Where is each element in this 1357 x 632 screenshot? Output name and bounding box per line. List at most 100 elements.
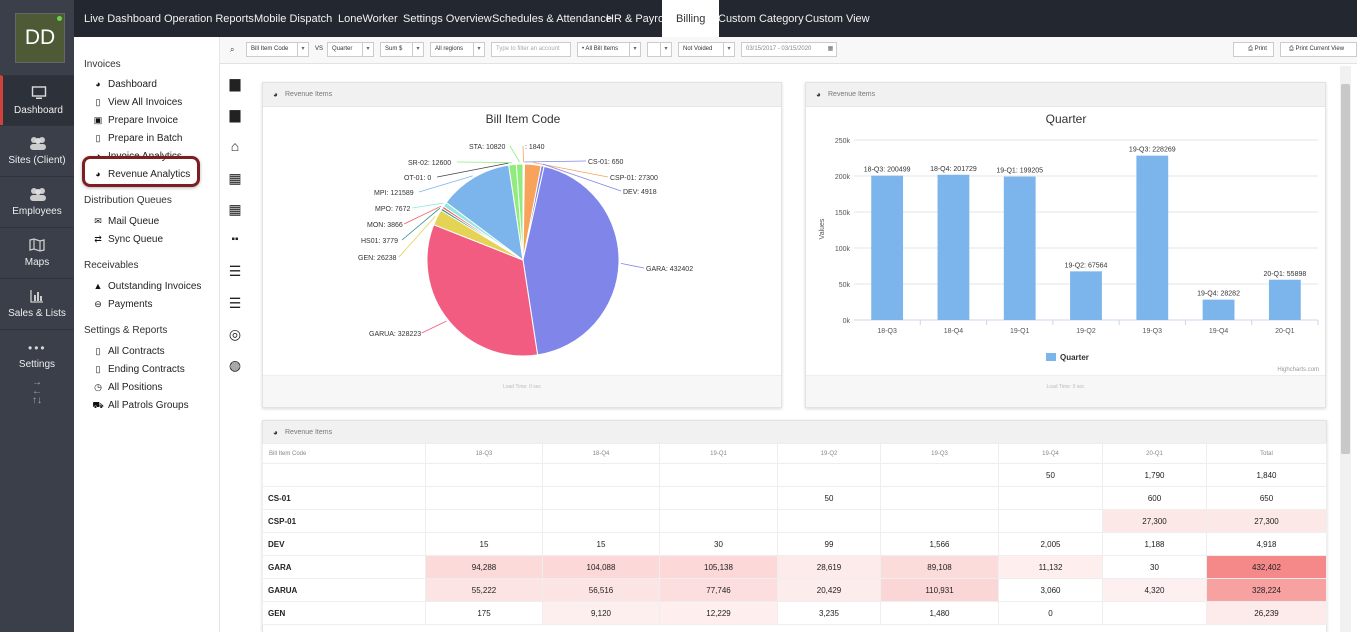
archive-icon[interactable]: ▆ bbox=[229, 75, 241, 91]
tab-schedules-attendance[interactable]: Schedules & Attendance bbox=[492, 13, 612, 25]
value-cell bbox=[998, 486, 1103, 510]
menu-item-prepare-batch[interactable]: ▯ Prepare in Batch bbox=[92, 133, 183, 144]
bar[interactable] bbox=[937, 174, 970, 320]
x-tick-label: 19-Q3 bbox=[1143, 328, 1163, 335]
y-tick-label: 50k bbox=[839, 282, 851, 289]
menu-item-outstanding-invoices[interactable]: ▲ Outstanding Invoices bbox=[92, 281, 202, 292]
menu-item-sync-queue[interactable]: ⇄ Sync Queue bbox=[92, 234, 163, 245]
y-tick-label: 100k bbox=[835, 246, 851, 253]
tab-mobile-dispatch[interactable]: Mobile Dispatch bbox=[254, 13, 333, 25]
menu-item-all-positions[interactable]: ◷ All Positions bbox=[92, 382, 162, 393]
list-icon[interactable]: ☰ bbox=[228, 263, 242, 279]
calendar-icon[interactable]: ▦ bbox=[228, 201, 242, 217]
tab-loneworker[interactable]: LoneWorker bbox=[338, 13, 398, 25]
regions-select[interactable]: All regions ▾ bbox=[430, 42, 485, 57]
rail-label: Settings bbox=[18, 359, 56, 370]
column-header[interactable]: 20-Q1 bbox=[1102, 443, 1207, 464]
rail-item-settings[interactable]: ••• Settings bbox=[0, 329, 74, 379]
panel-title: Revenue Items bbox=[828, 91, 876, 98]
chart-legend[interactable]: Quarter bbox=[1046, 353, 1089, 362]
bar[interactable] bbox=[1003, 176, 1036, 320]
pie-slice[interactable] bbox=[445, 164, 524, 262]
bar[interactable] bbox=[1268, 279, 1301, 320]
archive-icon[interactable]: ▆ bbox=[229, 106, 241, 122]
print-button[interactable]: ⎙ Print bbox=[1233, 42, 1274, 57]
menu-item-mail-queue[interactable]: ✉ Mail Queue bbox=[92, 216, 159, 227]
print-current-view-button[interactable]: ⎙ Print Current View bbox=[1280, 42, 1357, 57]
highcharts-credit[interactable]: Highcharts.com bbox=[1277, 367, 1319, 373]
rail-item-dashboard[interactable]: Dashboard bbox=[0, 75, 74, 125]
pie-slice[interactable] bbox=[522, 165, 620, 356]
column-header[interactable]: 19-Q1 bbox=[659, 443, 778, 464]
bar[interactable] bbox=[1136, 155, 1169, 320]
pie-slice[interactable] bbox=[515, 163, 524, 261]
panel-header: ◕ Revenue Items bbox=[806, 83, 1325, 107]
menu-label: Mail Queue bbox=[108, 216, 160, 227]
tab-custom-view[interactable]: Custom View bbox=[805, 13, 870, 25]
payment-icon: ⊖ bbox=[94, 299, 102, 309]
select-value: Not Voided bbox=[683, 46, 713, 52]
calendar-icon[interactable]: ▦ bbox=[228, 170, 242, 186]
menu-item-revenue-analytics[interactable]: ◕ Revenue Analytics bbox=[92, 169, 190, 180]
column-header[interactable]: Total bbox=[1206, 443, 1327, 464]
compare-by-select[interactable]: Quarter ▾ bbox=[327, 42, 374, 57]
pie-data-label: STA: 10820 bbox=[469, 144, 506, 151]
menu-item-prepare-invoice[interactable]: ▣ Prepare Invoice bbox=[92, 115, 178, 126]
tab-operation-reports[interactable]: Operation Reports bbox=[164, 13, 254, 25]
list-icon[interactable]: ☰ bbox=[228, 295, 242, 311]
collapse-arrows-icon[interactable]: → ← ↑↓ bbox=[32, 377, 42, 406]
y-tick-label: 200k bbox=[835, 174, 851, 181]
tab-billing[interactable]: Billing bbox=[662, 0, 720, 37]
menu-item-all-contracts[interactable]: ▯ All Contracts bbox=[92, 346, 165, 357]
select-value: Quarter bbox=[332, 46, 353, 52]
rail-item-employees[interactable]: Employees bbox=[0, 176, 74, 226]
date-range-input[interactable]: 03/15/2017 - 03/15/2020 ▦ bbox=[741, 42, 837, 57]
bar[interactable] bbox=[1070, 271, 1102, 320]
value-cell: 105,138 bbox=[659, 555, 778, 579]
column-header[interactable]: 19-Q2 bbox=[777, 443, 881, 464]
value-cell: 1,790 bbox=[1102, 463, 1207, 487]
menu-item-all-patrols-groups[interactable]: ⛟ All Patrols Groups bbox=[92, 400, 188, 412]
target-icon[interactable]: ◎ bbox=[228, 326, 242, 342]
bar[interactable] bbox=[1202, 299, 1235, 320]
tab-live-dashboard[interactable]: Live Dashboard bbox=[84, 13, 162, 25]
group-by-select[interactable]: Bill Item Code ▾ bbox=[246, 42, 309, 57]
grid-icon[interactable]: ▪▪ bbox=[231, 234, 239, 245]
bar-data-label: 19-Q3: 228269 bbox=[1129, 147, 1176, 154]
pie-data-label: GARUA: 328223 bbox=[369, 331, 421, 338]
column-header[interactable]: 19-Q4 bbox=[998, 443, 1103, 464]
column-header[interactable]: Bill Item Code bbox=[262, 443, 426, 464]
column-header[interactable]: 18-Q4 bbox=[542, 443, 660, 464]
x-tick-label: 19-Q4 bbox=[1209, 328, 1229, 335]
bill-items-select[interactable]: • All Bill Items ▾ bbox=[577, 42, 641, 57]
tab-hr-payroll[interactable]: HR & Payroll bbox=[606, 13, 669, 25]
menu-item-ending-contracts[interactable]: ▯ Ending Contracts bbox=[92, 364, 185, 375]
bar[interactable] bbox=[871, 175, 904, 320]
pie-slice[interactable] bbox=[426, 224, 539, 357]
menu-item-view-all-invoices[interactable]: ▯ View All Invoices bbox=[92, 97, 183, 108]
scrollbar-thumb[interactable] bbox=[1341, 84, 1350, 454]
globe-icon[interactable]: ◍ bbox=[228, 357, 242, 373]
measure-select[interactable]: Sum $ ▾ bbox=[380, 42, 424, 57]
column-header[interactable]: 18-Q3 bbox=[425, 443, 543, 464]
pie-data-label: OT-01: 0 bbox=[404, 175, 431, 182]
value-cell: 104,088 bbox=[542, 555, 660, 579]
tab-settings-overview[interactable]: Settings Overview bbox=[403, 13, 492, 25]
pie-icon: ◕ bbox=[816, 90, 821, 99]
tab-custom-category[interactable]: Custom Category bbox=[718, 13, 804, 25]
rail-item-sites[interactable]: Sites (Client) bbox=[0, 125, 74, 175]
voided-select[interactable]: Not Voided ▾ bbox=[678, 42, 735, 57]
account-filter-input[interactable]: Type to filter an account bbox=[491, 42, 571, 57]
column-header[interactable]: 19-Q3 bbox=[880, 443, 999, 464]
user-avatar[interactable]: DD bbox=[15, 13, 65, 63]
menu-item-dashboard[interactable]: ◕ Dashboard bbox=[92, 79, 157, 90]
bill-item-code-cell bbox=[262, 463, 426, 487]
rail-item-maps[interactable]: Maps bbox=[0, 227, 74, 277]
value-cell: 56,516 bbox=[542, 578, 660, 602]
extra-select[interactable]: ▾ bbox=[647, 42, 672, 57]
rail-item-sales-lists[interactable]: Sales & Lists bbox=[0, 278, 74, 328]
pie-connector bbox=[509, 145, 520, 163]
menu-item-payments[interactable]: ⊖ Payments bbox=[92, 299, 152, 310]
home-icon[interactable]: ⌂ bbox=[230, 138, 240, 154]
filter-toolbar: ⌕ Bill Item Code ▾ VS Quarter ▾ Sum $ ▾ All… bbox=[220, 37, 1357, 64]
